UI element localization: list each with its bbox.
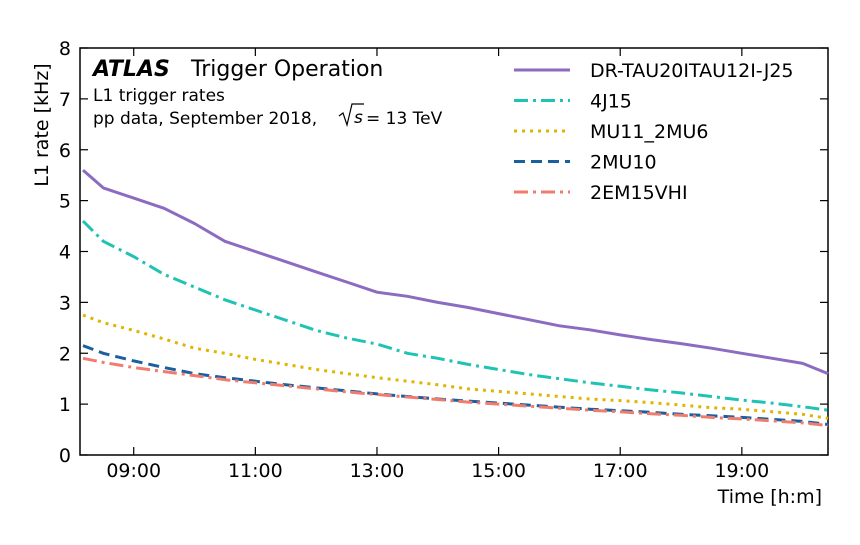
legend: DR-TAU20ITAU12I-J25 4J15 MU11_2MU6 2MU10 2EM…: [514, 60, 794, 204]
legend-label-0: DR-TAU20ITAU12I-J25: [590, 60, 794, 82]
info-line-2-value: = 13 TeV: [366, 109, 443, 129]
info-line-2-prefix: pp data, September 2018,: [93, 109, 317, 129]
y-axis-label: L1 rate [kHz]: [31, 63, 53, 186]
series-lines: [81, 168, 829, 427]
sqrt-s-letter: s: [354, 108, 363, 128]
x-axis-ticks: 09:00 11:00 13:00 15:00 17:00 19:00: [106, 48, 769, 482]
experiment-label: ATLAS: [91, 57, 170, 82]
series-line-0: [82, 168, 829, 375]
series-line-4: [82, 356, 829, 427]
x-tick-label: 15:00: [471, 460, 526, 482]
y-tick-label: 6: [59, 140, 71, 162]
y-axis-ticks: 0 1 2 3 4 5 6 7 8: [59, 38, 828, 467]
x-axis-label: Time [h:m]: [717, 486, 822, 508]
sqrt-s-symbol: s: [338, 103, 364, 128]
info-line-2: pp data, September 2018,: [93, 109, 317, 129]
x-tick-label: 11:00: [228, 460, 283, 482]
series-line-3: [82, 344, 829, 426]
y-tick-label: 3: [59, 292, 71, 314]
x-tick-label: 17:00: [593, 460, 648, 482]
legend-label-3: 2MU10: [590, 152, 657, 174]
series-line-1: [81, 219, 829, 412]
x-tick-label: 09:00: [106, 460, 161, 482]
experiment-subtitle: Trigger Operation: [190, 57, 383, 82]
legend-label-1: 4J15: [590, 91, 632, 113]
legend-label-4: 2EM15VHI: [590, 182, 688, 204]
x-tick-label: 19:00: [714, 460, 769, 482]
y-tick-label: 4: [59, 242, 71, 264]
x-tick-label: 13:00: [350, 460, 405, 482]
series-line-2: [82, 313, 829, 420]
legend-label-2: MU11_2MU6: [590, 121, 708, 143]
y-tick-label: 1: [59, 394, 71, 416]
y-tick-label: 8: [59, 38, 71, 60]
y-tick-label: 7: [59, 89, 71, 111]
info-line-1: L1 trigger rates: [93, 86, 225, 106]
y-tick-label: 5: [59, 191, 71, 213]
y-tick-label: 2: [59, 343, 71, 365]
y-tick-label: 0: [59, 445, 71, 467]
